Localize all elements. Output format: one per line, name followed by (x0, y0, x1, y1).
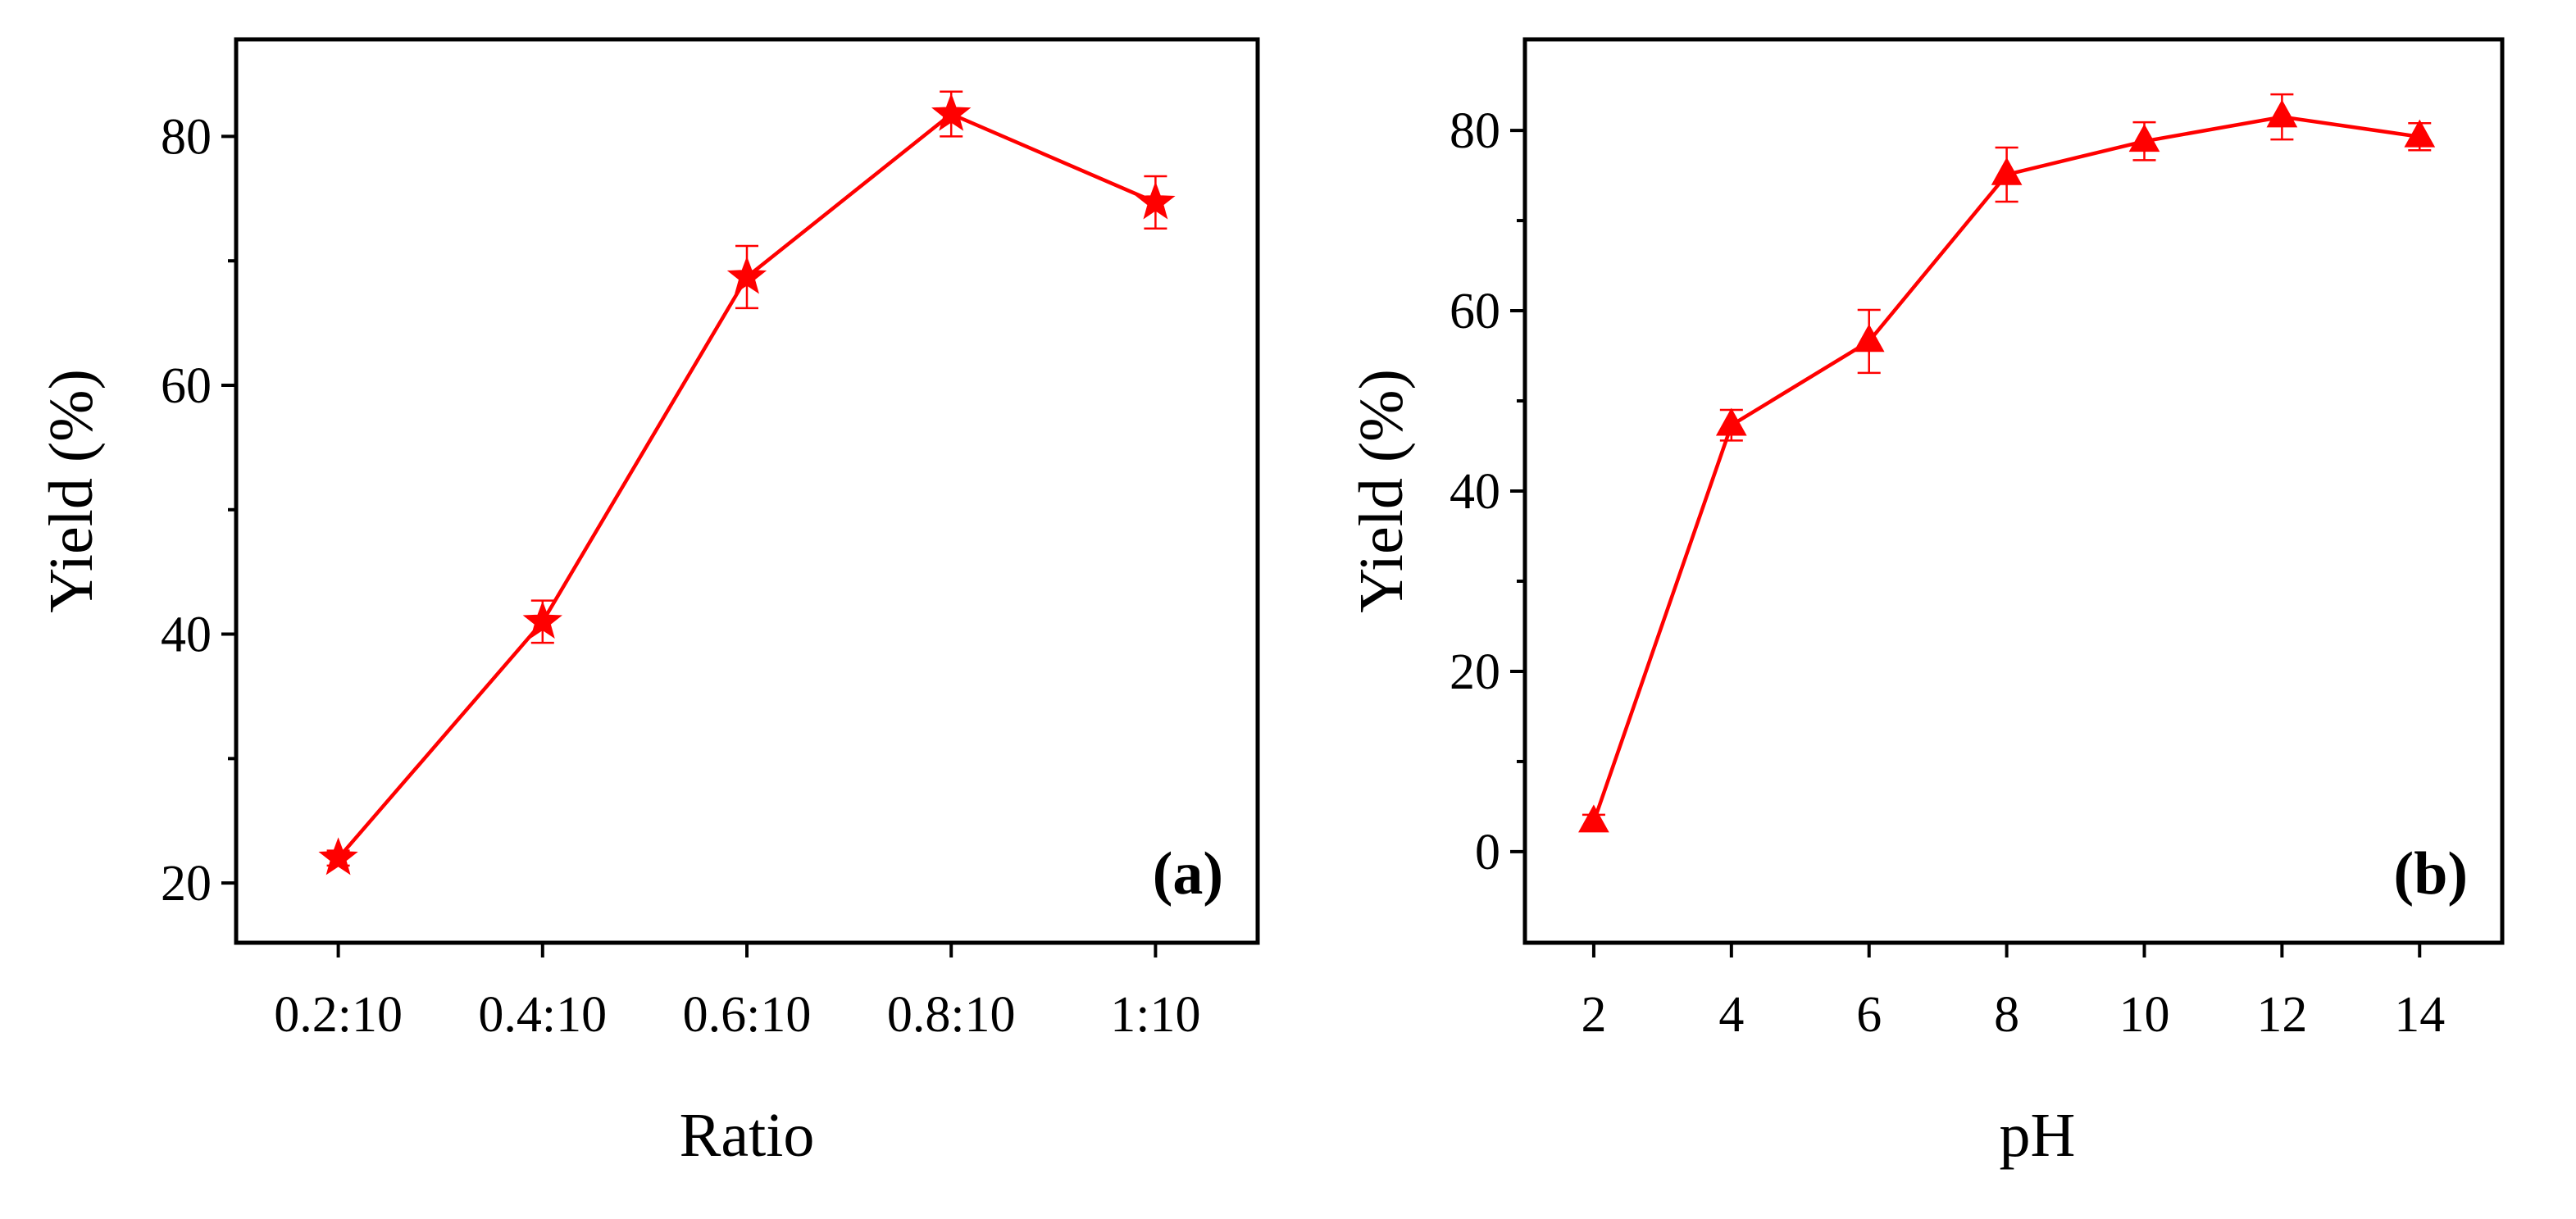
x-tick-label: 8 (1994, 987, 2019, 1043)
x-tick-label: 6 (1856, 987, 1882, 1043)
data-point-triangle (1853, 324, 1885, 353)
data-point-triangle (1715, 407, 1747, 436)
panel-a: 0.2:10 0.4:10 0.6:10 0.8:10 1:10 20 40 60 80 (a)… (37, 37, 1260, 1170)
x-tick-label: 1:10 (1110, 987, 1200, 1043)
y-tick-label: 0 (1475, 825, 1500, 880)
x-tick-label: 4 (1718, 987, 1744, 1043)
data-point-triangle (1578, 804, 1609, 833)
x-tick-label: 2 (1581, 987, 1606, 1043)
data-point-triangle (2404, 119, 2436, 148)
data-point-star (726, 256, 767, 294)
y-tick-label: 60 (161, 358, 212, 414)
x-tick-label: 0.6:10 (683, 987, 812, 1043)
x-tick-label: 0.8:10 (887, 987, 1016, 1043)
x-tick-label: 14 (2394, 987, 2445, 1043)
y-tick-label: 20 (161, 856, 212, 912)
x-axis-title-b: pH (2000, 1101, 2076, 1170)
data-point-star (318, 837, 358, 876)
panel-label-a: (a) (1153, 840, 1223, 907)
data-point-triangle (1991, 157, 2023, 185)
data-point-triangle (2266, 99, 2298, 128)
x-tick-label: 10 (2119, 987, 2169, 1043)
y-tick-label: 40 (1450, 464, 1500, 520)
data-point-star (522, 600, 562, 639)
panel-b: 2 4 6 8 10 12 14 0 20 40 60 80 (b) pH Yield (%) (1347, 37, 2505, 1170)
plot-frame-a (234, 37, 1260, 945)
x-axis-title-a: Ratio (680, 1101, 815, 1170)
panel-label-b: (b) (2394, 840, 2468, 907)
data-point-star (1136, 181, 1176, 220)
series-line-a (336, 111, 1157, 860)
y-tick-label: 60 (1450, 284, 1500, 339)
y-axis-title-a: Yield (%) (37, 369, 106, 613)
series-line-b (1591, 115, 2420, 823)
y-axis-title-b: Yield (%) (1347, 369, 1416, 613)
x-tick-label: 0.2:10 (274, 987, 403, 1043)
data-point-triangle (2128, 124, 2160, 152)
x-tick-label: 0.4:10 (478, 987, 607, 1043)
y-tick-label: 80 (1450, 103, 1500, 159)
y-tick-label: 40 (161, 607, 212, 663)
y-tick-label: 80 (161, 109, 212, 165)
x-tick-label: 12 (2256, 987, 2307, 1043)
y-tick-label: 20 (1450, 644, 1500, 700)
data-point-star (931, 93, 972, 131)
